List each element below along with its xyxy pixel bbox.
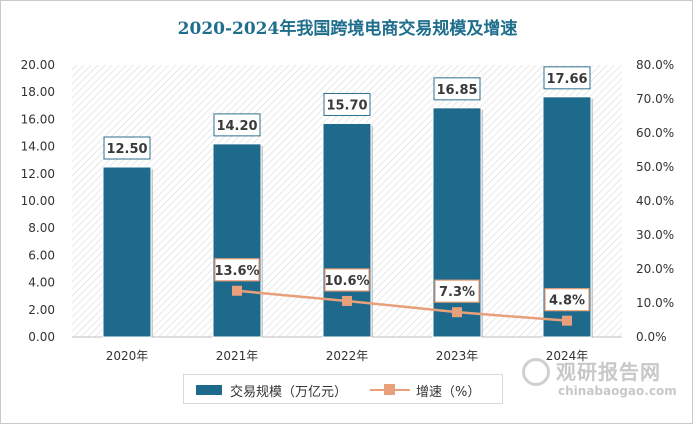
right-tick-label: 40.0%: [636, 194, 674, 208]
legend-line-label: 增速（%）: [416, 385, 481, 400]
left-tick-label: 0.00: [28, 330, 55, 344]
legend: 交易规模（万亿元） 增速（%）: [183, 374, 503, 404]
left-tick-label: 4.00: [28, 276, 55, 290]
growth-marker: [452, 307, 462, 318]
growth-value-label: 10.6%: [324, 274, 369, 289]
right-tick-label: 70.0%: [636, 92, 674, 106]
bar-value-label: 15.70: [326, 98, 367, 113]
growth-marker: [562, 315, 572, 326]
category-label: 2020年: [106, 349, 149, 363]
watermark-logo-icon: [522, 358, 550, 386]
growth-value-label: 13.6%: [214, 264, 259, 279]
growth-value-label: 7.3%: [439, 285, 475, 300]
category-label: 2023年: [436, 349, 479, 363]
bar-value-label-box: [543, 66, 591, 90]
growth-value-label-box: [324, 268, 370, 292]
right-tick-label: 10.0%: [636, 296, 674, 310]
legend-bar-label: 交易规模（万亿元）: [230, 385, 348, 400]
right-tick-label: 80.0%: [636, 58, 674, 72]
watermark-cn: 观研报告网: [556, 360, 661, 384]
left-tick-label: 8.00: [28, 221, 55, 235]
right-tick-label: 60.0%: [636, 126, 674, 140]
bar-value-label-box: [433, 77, 481, 101]
left-tick-label: 12.00: [21, 167, 55, 181]
left-tick-label: 14.00: [21, 140, 55, 154]
bar-value-label-box: [213, 113, 261, 137]
bar-value-label-box: [103, 136, 151, 160]
category-label: 2021年: [216, 349, 259, 363]
growth-value-label-box: [544, 288, 590, 312]
category-label: 2024年: [546, 349, 589, 363]
watermark: 观研报告网 chinabaogao.com: [522, 356, 692, 404]
left-tick-label: 10.00: [21, 194, 55, 208]
growth-value-label: 4.8%: [549, 294, 585, 309]
bar-value-label: 12.50: [106, 142, 147, 157]
right-tick-label: 0.0%: [636, 330, 667, 344]
bar-value-label: 14.20: [216, 119, 257, 134]
legend-line-marker: [384, 384, 395, 395]
bar-value-label: 17.66: [546, 72, 587, 87]
chart-title: 2020-2024年我国跨境电商交易规模及增速: [177, 19, 518, 39]
right-tick-label: 20.0%: [636, 262, 674, 276]
right-tick-label: 30.0%: [636, 228, 674, 242]
growth-line: [236, 289, 568, 322]
bar-value-label-box: [323, 92, 371, 116]
growth-marker: [342, 295, 352, 306]
left-tick-label: 6.00: [28, 248, 55, 262]
left-tick-label: 2.00: [28, 303, 55, 317]
right-tick-label: 50.0%: [636, 160, 674, 174]
left-tick-label: 18.00: [21, 85, 55, 99]
left-tick-label: 16.00: [21, 112, 55, 126]
bar: [102, 166, 152, 338]
legend-bar-swatch: [196, 385, 222, 395]
bar: [212, 143, 262, 338]
growth-value-label-box: [214, 258, 260, 282]
growth-marker: [232, 285, 242, 296]
category-label: 2022年: [326, 349, 369, 363]
growth-value-label-box: [434, 279, 480, 303]
watermark-en: chinabaogao.com: [558, 384, 677, 398]
left-tick-label: 20.00: [21, 58, 55, 72]
bar-value-label: 16.85: [436, 83, 477, 98]
